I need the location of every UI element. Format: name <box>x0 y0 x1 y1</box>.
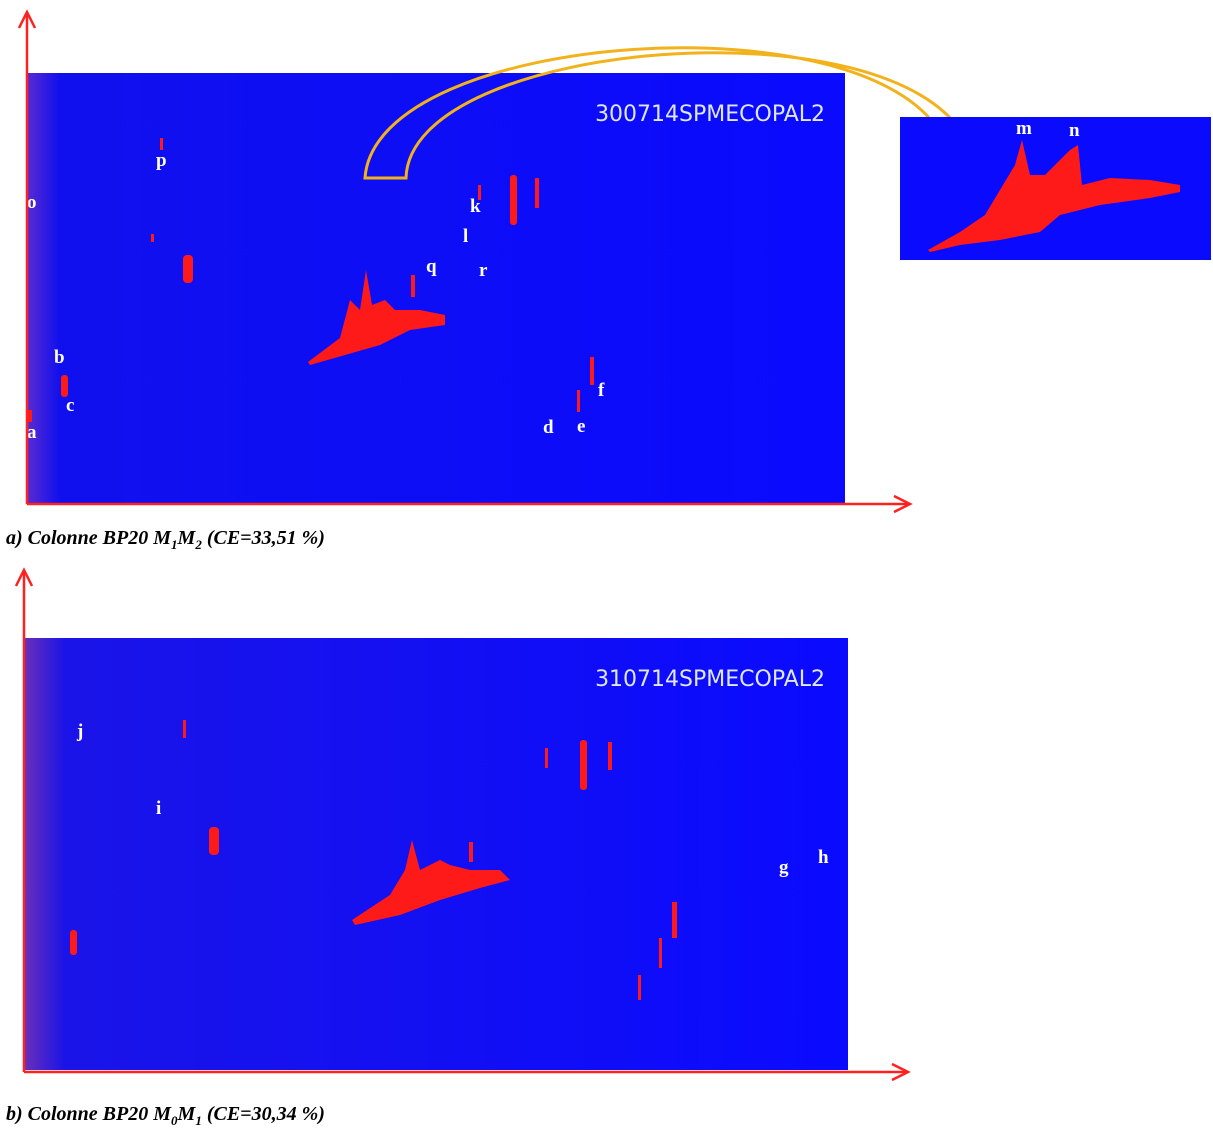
peak-labels-b: g h i j <box>76 721 829 878</box>
peak-labels-a: a b c d e f k l o p q r <box>27 150 605 443</box>
sample-name: 310714SPMECOPAL2 <box>595 667 825 692</box>
axes-b <box>14 567 911 1082</box>
peak-label: g <box>779 857 789 878</box>
sample-name: 300714SPMECOPAL2 <box>595 102 825 127</box>
peak-label: n <box>1069 120 1080 141</box>
peak-label: a <box>27 422 37 443</box>
peak-label: i <box>156 798 161 819</box>
peak-label: b <box>54 347 65 368</box>
peak-label: r <box>479 260 488 281</box>
peak-label: f <box>598 380 605 401</box>
peak-label: k <box>470 196 481 217</box>
peak-label: m <box>1016 118 1032 139</box>
peak-label: e <box>577 416 585 437</box>
chromatogram-a <box>27 73 845 503</box>
peak-label: c <box>66 395 74 416</box>
peak-label: h <box>818 847 829 868</box>
inset-peaks <box>928 140 1180 252</box>
axes-a <box>17 9 913 514</box>
peak-label: p <box>156 150 167 171</box>
peaks-b <box>70 720 677 1000</box>
chromatogram-b <box>24 638 848 1070</box>
peak-label: j <box>76 721 83 742</box>
peak-label: d <box>543 417 554 438</box>
peak-label: q <box>426 256 437 277</box>
peak-label: l <box>463 226 468 247</box>
peaks-a <box>28 138 594 422</box>
caption: a) Colonne BP20 M1M2 (CE=33,51 %) <box>6 527 325 552</box>
peak-label: o <box>27 192 37 213</box>
caption: b) Colonne BP20 M0M1 (CE=30,34 %) <box>6 1103 325 1128</box>
